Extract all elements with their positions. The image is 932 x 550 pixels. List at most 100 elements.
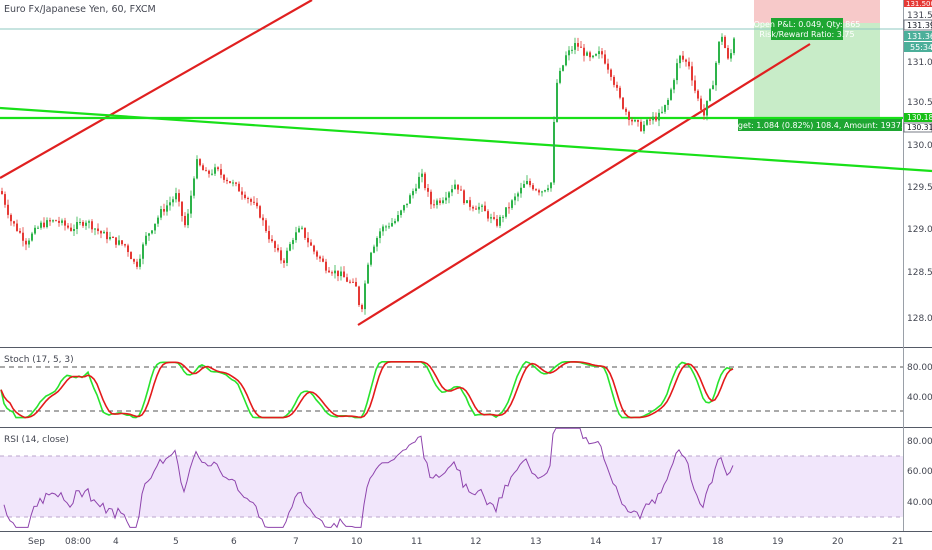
candle-body xyxy=(625,108,627,112)
candle-body xyxy=(319,256,321,259)
candle-body xyxy=(316,251,318,257)
candle-body xyxy=(181,201,183,216)
candle-body xyxy=(553,121,555,183)
candle-body xyxy=(58,220,60,223)
candle-body xyxy=(706,100,708,116)
time-tick: 18 xyxy=(712,537,724,547)
candle-body xyxy=(133,259,135,262)
candle-body xyxy=(148,233,150,236)
time-tick: 5 xyxy=(173,537,179,547)
candle-body xyxy=(307,237,309,243)
candle-body xyxy=(301,227,303,229)
candle-body xyxy=(451,189,453,193)
candle-body xyxy=(4,194,6,205)
rsi-pane[interactable]: RSI (14, close) 80.0000 60.0000 40.0000 xyxy=(0,427,932,529)
candle-body xyxy=(379,231,381,239)
red-rising-trendline[interactable] xyxy=(357,43,811,326)
candle-body xyxy=(46,220,48,228)
pnl-label-line1: Open P&L: 0.049, Qty: 865 xyxy=(754,20,861,29)
candle-body xyxy=(490,217,492,219)
candle-body xyxy=(406,203,408,206)
price-axis[interactable]: 131.500 131.500 131.399 131.360 55:34 13… xyxy=(903,0,932,324)
candle-body xyxy=(25,240,27,245)
time-tick: 6 xyxy=(231,537,237,547)
candle-body xyxy=(139,258,141,267)
candle-body xyxy=(331,272,333,274)
candle-body xyxy=(514,196,516,201)
candle-body xyxy=(190,195,192,214)
time-tick: 08:00 xyxy=(65,537,91,547)
candle-body xyxy=(334,270,336,274)
candle-body xyxy=(82,222,84,226)
red-channel-upper-trendline[interactable] xyxy=(0,0,313,179)
candle-body xyxy=(100,230,102,234)
candle-body xyxy=(40,222,42,228)
candle-body xyxy=(145,235,147,245)
candle-body xyxy=(52,220,54,222)
candle-body xyxy=(664,104,666,112)
candle-body xyxy=(325,261,327,271)
candle-body xyxy=(661,111,663,113)
candle-body xyxy=(649,119,651,121)
time-tick: 13 xyxy=(530,537,541,547)
candle-body xyxy=(532,185,534,190)
candle-body xyxy=(691,66,693,81)
candle-body xyxy=(283,260,285,263)
candle-body xyxy=(394,221,396,224)
time-tick: 17 xyxy=(651,537,662,547)
candle-body xyxy=(313,245,315,252)
time-tick: 11 xyxy=(411,537,422,547)
candle-body xyxy=(550,182,552,189)
stop-zone[interactable] xyxy=(754,0,880,23)
candle-body xyxy=(277,247,279,251)
candle-body xyxy=(517,193,519,197)
candle-body xyxy=(109,236,111,240)
chart-title: Euro Fx/Japanese Yen, 60, FXCM xyxy=(4,4,156,15)
candle-body xyxy=(457,184,459,190)
candle-body xyxy=(724,36,726,48)
candle-body xyxy=(310,242,312,246)
hline-price-label-1: 130.185 xyxy=(907,113,932,122)
candle-body xyxy=(496,218,498,226)
candle-body xyxy=(247,197,249,200)
candle-body xyxy=(679,55,681,64)
stoch-pane[interactable]: Stoch (17, 5, 3) 80.0000 40.0000 xyxy=(0,355,932,419)
candle-body xyxy=(565,55,567,66)
candle-body xyxy=(91,221,93,230)
time-tick: 10 xyxy=(351,537,363,547)
candle-body xyxy=(478,206,480,210)
candle-body xyxy=(607,63,609,70)
candle-body xyxy=(172,199,174,203)
candle-body xyxy=(700,98,702,110)
stoch-tick: 80.0000 xyxy=(907,363,932,373)
time-axis[interactable]: Sep 08:00 4 5 6 7 10 11 12 13 14 17 18 1… xyxy=(28,537,903,547)
candle-body xyxy=(571,49,573,51)
candle-body xyxy=(85,222,87,226)
candle-body xyxy=(304,227,306,238)
candle-body xyxy=(556,82,558,122)
candle-body xyxy=(694,80,696,91)
candle-body xyxy=(712,85,714,90)
candle-body xyxy=(541,191,543,193)
rsi-tick: 80.0000 xyxy=(907,437,932,447)
target-label-box xyxy=(738,119,902,131)
candle-body xyxy=(646,119,648,125)
candle-body xyxy=(460,189,462,191)
candle-body xyxy=(244,194,246,198)
candle-body xyxy=(601,51,603,55)
candle-body xyxy=(121,240,123,245)
price-candles xyxy=(1,33,735,315)
candle-body xyxy=(322,258,324,262)
candle-body xyxy=(709,89,711,101)
candle-body xyxy=(76,222,78,230)
candle-body xyxy=(466,200,468,204)
candle-body xyxy=(19,230,21,233)
candle-body xyxy=(502,216,504,218)
time-tick: Sep xyxy=(28,537,45,547)
candle-body xyxy=(715,62,717,86)
target-label: Target: 1.084 (0.82%) 108.4, Amount: 193… xyxy=(725,121,913,130)
candle-body xyxy=(544,190,546,192)
candle-body xyxy=(400,210,402,216)
candle-body xyxy=(337,270,339,277)
